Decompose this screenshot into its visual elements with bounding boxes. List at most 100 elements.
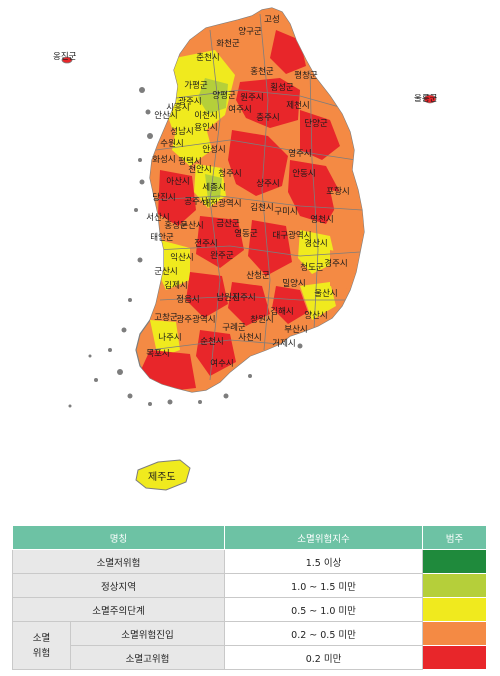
legend-swatch	[422, 621, 488, 646]
legend-swatch	[422, 573, 488, 598]
region-label: 포항시	[326, 187, 349, 197]
legend-row: 소멸주의단계 0.5 ~ 1.0 미만	[11, 597, 488, 622]
region-label: 대구광역시	[272, 230, 311, 241]
region-label: 화천군	[216, 38, 240, 49]
legend-header-row: 명칭 소멸위험지수 범주	[11, 525, 488, 550]
region-label: 화성시	[152, 155, 175, 165]
region-label: 양구군	[238, 26, 262, 37]
region-fill	[228, 130, 288, 196]
region-fill	[330, 190, 364, 240]
legend-header-name: 명칭	[11, 525, 226, 550]
region-label: 영주시	[288, 148, 311, 159]
legend-table: 명칭 소멸위험지수 범주 소멸저위험 1.5 이상 정상지역 1.0 ~ 1.5…	[11, 525, 488, 670]
region-label: 거제시	[272, 339, 295, 349]
ongjin-label: 옹진군	[53, 51, 77, 62]
region-label: 김해시	[270, 306, 293, 317]
region-label: 태안군	[150, 232, 174, 243]
region-label: 홍천군	[250, 66, 274, 77]
region-fill	[300, 282, 336, 320]
region-label: 아산시	[166, 176, 189, 187]
legend-label: 소멸고위험	[69, 645, 226, 670]
region-label: 사천시	[238, 332, 261, 343]
region-label: 충주시	[256, 113, 279, 123]
legend-value: 0.2 미만	[224, 645, 424, 670]
region-label: 안동시	[292, 168, 315, 179]
region-label: 홍성군	[164, 220, 188, 231]
legend-value: 0.5 ~ 1.0 미만	[224, 597, 424, 622]
region-label: 경주시	[324, 258, 347, 269]
region-label: 남원시	[216, 293, 239, 303]
legend-swatch	[422, 645, 488, 670]
legend-row: 소멸 위험 소멸위험진입 0.2 ~ 0.5 미만	[12, 621, 488, 670]
region-fill	[330, 250, 360, 290]
region-label: 안성시	[202, 144, 225, 155]
region-label: 원주시	[240, 93, 263, 103]
region-label: 여수시	[210, 358, 233, 369]
legend-label: 소멸위험진입	[69, 621, 226, 646]
region-label: 서산시	[146, 212, 169, 223]
region-fill	[196, 216, 244, 268]
region-fill	[248, 220, 292, 276]
region-fill	[300, 110, 340, 160]
region-label: 양산시	[304, 310, 327, 321]
region-borders	[149, 13, 363, 381]
region-label: 단양군	[304, 118, 328, 129]
region-label: 가평군	[184, 80, 208, 91]
region-fill	[298, 230, 336, 274]
jeju-label: 제주도	[148, 471, 176, 483]
legend-value: 1.0 ~ 1.5 미만	[224, 573, 424, 598]
legend-header-index: 소멸위험지수	[224, 525, 424, 550]
region-fill	[196, 330, 236, 376]
legend-group-label: 소멸 위험	[12, 621, 71, 670]
region-label: 금산군	[216, 218, 240, 229]
region-label: 울산시	[314, 288, 337, 299]
region-label: 군산시	[154, 266, 177, 277]
region-label: 나주시	[158, 333, 181, 343]
map-svg: 옹진군 울릉군 제주도 고성양구군화천군춘천시홍천군가평군양평군여주시이천시광주…	[53, 7, 438, 491]
region-fill	[172, 118, 212, 166]
region-label: 경산시	[304, 238, 327, 249]
region-label: 청도군	[300, 263, 324, 273]
region-label: 진주시	[232, 292, 255, 303]
legend-swatch	[422, 549, 488, 574]
region-label: 김천시	[250, 202, 273, 213]
region-label: 천안시	[188, 164, 211, 175]
region-label: 평택시	[178, 156, 201, 167]
region-label: 김제시	[164, 280, 187, 291]
legend-row: 소멸저위험 1.5 이상	[11, 549, 488, 574]
region-label: 광주시	[178, 96, 201, 107]
region-label: 논산시	[180, 220, 203, 231]
legend-row: 정상지역 1.0 ~ 1.5 미만	[11, 573, 488, 598]
region-fill	[205, 174, 222, 200]
region-label: 정읍시	[176, 294, 199, 305]
region-label: 전주시	[194, 238, 217, 249]
west-coast-islands	[68, 87, 303, 408]
region-fill	[198, 78, 228, 114]
legend-label: 소멸저위험	[11, 549, 226, 574]
ulleung-island: 울릉군	[414, 94, 438, 104]
region-label: 익산시	[170, 252, 193, 263]
region-label: 당진시	[152, 192, 175, 203]
legend-label: 소멸주의단계	[11, 597, 226, 622]
ongjin-island: 옹진군	[53, 51, 77, 64]
legend-header-range: 범주	[422, 525, 488, 550]
region-label: 구례군	[222, 322, 246, 333]
ulleung-label: 울릉군	[414, 94, 438, 104]
region-label: 수원시	[160, 139, 183, 149]
region-label: 이천시	[194, 110, 217, 121]
legend-value: 0.2 ~ 0.5 미만	[224, 621, 424, 646]
region-fill	[158, 170, 196, 226]
region-label: 광주광역시	[176, 314, 215, 325]
region-fill	[162, 50, 235, 135]
region-label: 세종시	[202, 183, 225, 193]
korea-map: 옹진군 울릉군 제주도 고성 양구군 화천군 춘천시 홍천군 가평군 양평군 여주시 이천시 광주…	[53, 7, 438, 491]
region-label: 고창군	[154, 313, 178, 323]
region-label: 성남시	[170, 127, 193, 137]
region-label: 시흥시	[166, 102, 189, 113]
legend-row: 소멸고위험 0.2 미만	[13, 645, 488, 670]
legend-value: 1.5 이상	[224, 549, 424, 574]
region-label: 용인시	[194, 122, 217, 133]
region-label: 밀양시	[282, 278, 305, 289]
region-label: 평창군	[294, 70, 318, 81]
